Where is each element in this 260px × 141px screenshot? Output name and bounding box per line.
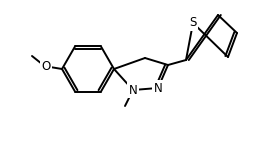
- Text: N: N: [129, 83, 137, 96]
- Text: O: O: [41, 60, 51, 72]
- Text: S: S: [189, 16, 197, 29]
- Text: N: N: [154, 81, 162, 94]
